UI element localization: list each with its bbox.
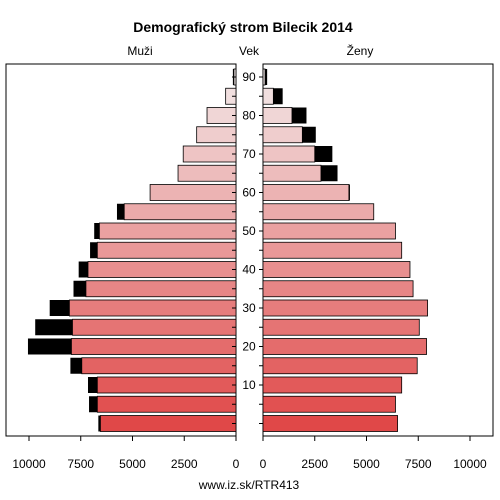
x-axis: 10000 7500 5000 2500 0 0 2500 5000 7500 10000: [12, 436, 487, 471]
bar-female: [262, 299, 428, 317]
x-tick-label-right: 0: [260, 457, 267, 471]
bar-male: [196, 126, 237, 144]
bar-female: [262, 87, 274, 105]
age-tick-label: 30: [242, 301, 256, 315]
bar-male: [87, 261, 237, 278]
bar-male: [68, 299, 237, 317]
age-tick-label: 80: [242, 109, 256, 123]
bar-male: [72, 318, 237, 336]
bar-male: [149, 184, 237, 201]
x-tick-label-right: 7500: [405, 457, 432, 471]
bar-male-excess: [73, 280, 86, 297]
bar-male: [71, 338, 237, 355]
footer-source: www.iz.sk/RTR413: [198, 478, 300, 492]
bar-female-excess: [302, 126, 316, 143]
age-tick-label: 10: [242, 378, 256, 392]
x-tick-label-right: 5000: [353, 457, 380, 471]
bar-female: [262, 318, 420, 336]
left-panel-label: Muži: [127, 44, 152, 58]
bar-male: [81, 357, 237, 375]
bar-male-excess: [87, 377, 98, 393]
bar-male: [96, 241, 237, 259]
bar-female: [262, 376, 403, 394]
bar-female: [262, 280, 414, 298]
bar-female: [262, 126, 303, 144]
center-axis-label: Vek: [239, 44, 260, 58]
bar-male-excess: [94, 223, 100, 239]
chart-title: Demografický strom Bilecik 2014: [133, 19, 353, 35]
bar-male: [182, 145, 237, 163]
bar-male: [123, 203, 237, 221]
bar-female: [262, 338, 427, 355]
x-tick-label-left: 10000: [12, 457, 46, 471]
bar-female-excess: [314, 146, 333, 162]
age-tick-label: 20: [242, 340, 256, 354]
bar-male-excess: [35, 319, 73, 336]
bar-male-excess: [116, 203, 125, 220]
bar-female-excess: [265, 69, 268, 85]
bar-male-excess: [70, 357, 82, 374]
age-axis: 10 20 30 40 50 60 70 80 90: [232, 70, 263, 424]
bar-female: [262, 261, 411, 278]
bar-female-excess: [291, 107, 307, 124]
x-tick-label-left: 5000: [119, 457, 146, 471]
x-tick-label-left: 7500: [67, 457, 94, 471]
bar-female-excess: [348, 184, 350, 201]
bar-male-excess: [49, 300, 70, 316]
bar-female: [262, 395, 396, 413]
bar-male: [206, 107, 237, 124]
bar-female: [262, 145, 316, 163]
bar-male: [85, 280, 237, 298]
right-panel-label: Ženy: [347, 43, 374, 58]
age-tick-label: 50: [242, 224, 256, 238]
bar-male: [96, 376, 237, 394]
bar-male: [100, 415, 237, 432]
age-tick-label: 90: [242, 70, 256, 84]
x-tick-label-right: 2500: [301, 457, 328, 471]
bar-female: [262, 68, 266, 86]
bar-female: [262, 241, 403, 259]
x-tick-label-left: 2500: [171, 457, 198, 471]
bar-male-excess: [89, 396, 98, 413]
bar-female: [262, 184, 350, 201]
bar-female: [262, 203, 375, 221]
x-tick-label-left: 0: [233, 457, 240, 471]
bar-male-excess: [27, 338, 72, 355]
bar-female: [262, 107, 293, 124]
bar-female-excess: [320, 165, 338, 182]
x-tick-label-right: 10000: [453, 457, 487, 471]
age-tick-label: 60: [242, 186, 256, 200]
bar-female: [262, 357, 418, 375]
bar-female: [262, 222, 396, 240]
bar-female: [262, 164, 322, 182]
bar-male-excess: [90, 242, 98, 259]
bar-male-excess: [98, 415, 101, 432]
bar-male-excess: [78, 261, 88, 278]
bar-male: [98, 222, 237, 240]
bar-male: [177, 164, 237, 182]
bar-female: [262, 415, 398, 432]
bars-layer: [27, 68, 428, 432]
age-tick-label: 40: [242, 263, 256, 277]
bar-male: [96, 395, 237, 413]
age-tick-label: 70: [242, 147, 256, 161]
bar-female-excess: [273, 88, 283, 105]
